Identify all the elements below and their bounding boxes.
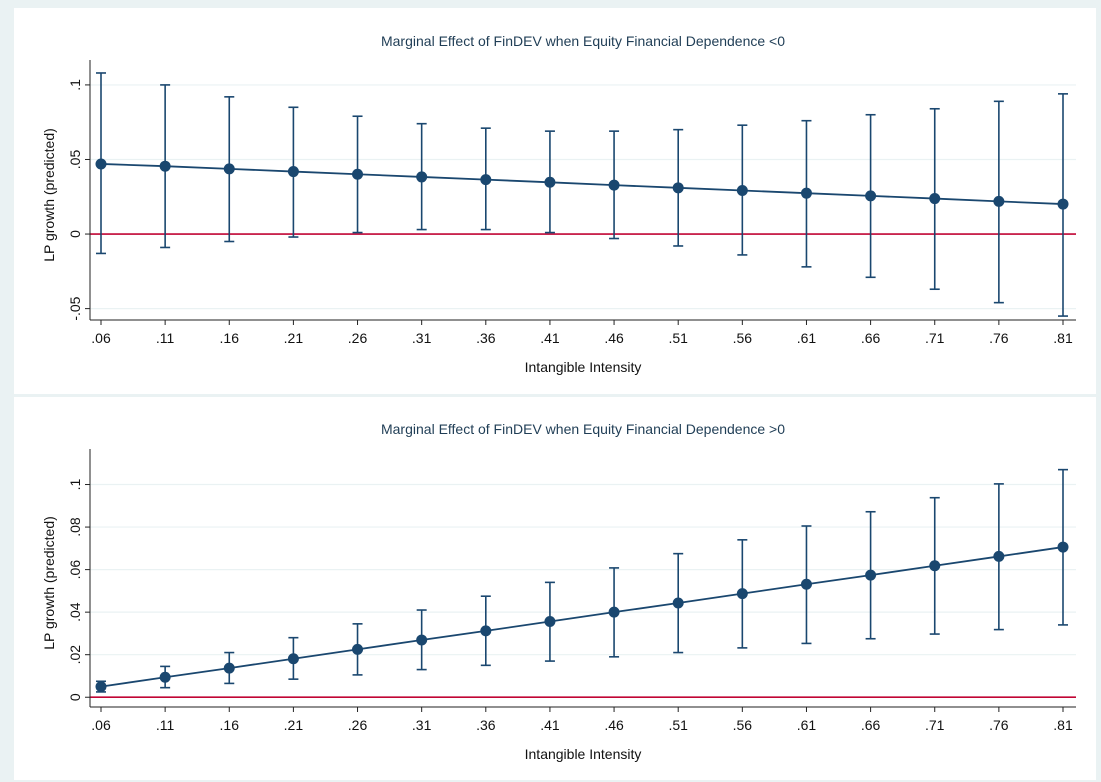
- data-point: [287, 653, 299, 665]
- y-tick-label: .08: [67, 517, 83, 537]
- data-point: [865, 569, 877, 581]
- x-tick-label: .76: [989, 330, 1009, 346]
- data-point: [608, 606, 620, 618]
- x-tick-label: .41: [540, 330, 560, 346]
- data-point: [993, 550, 1005, 562]
- data-point: [544, 616, 556, 628]
- x-tick-label: .11: [156, 717, 175, 733]
- data-point: [287, 166, 299, 178]
- x-tick-label: .61: [797, 717, 817, 733]
- x-tick-label: .41: [540, 717, 560, 733]
- x-tick-label: .31: [412, 330, 432, 346]
- data-point: [159, 671, 171, 683]
- data-point: [736, 588, 748, 600]
- data-point: [223, 163, 235, 175]
- y-axis-label: LP growth (predicted): [41, 516, 57, 650]
- x-tick-label: .71: [925, 330, 945, 346]
- x-tick-label: .51: [668, 717, 688, 733]
- data-point: [865, 190, 877, 202]
- chart-title: Marginal Effect of FinDEV when Equity Fi…: [381, 421, 785, 437]
- data-point: [929, 560, 941, 572]
- data-point: [800, 578, 812, 590]
- series-line: [100, 546, 1064, 688]
- data-point: [416, 171, 428, 183]
- data-point: [95, 681, 107, 693]
- chart-title: Marginal Effect of FinDEV when Equity Fi…: [381, 33, 785, 49]
- data-point: [159, 160, 171, 172]
- x-tick-label: .71: [925, 717, 945, 733]
- data-point: [416, 634, 428, 646]
- data-point: [1057, 198, 1069, 210]
- x-tick-label: .21: [284, 330, 304, 346]
- data-point: [223, 662, 235, 674]
- x-tick-label: .36: [476, 330, 496, 346]
- data-point: [672, 182, 684, 194]
- data-point: [544, 176, 556, 188]
- data-point: [480, 174, 492, 186]
- data-point: [736, 184, 748, 196]
- x-tick-label: .56: [733, 717, 753, 733]
- x-tick-label: .56: [733, 330, 753, 346]
- series-line: [100, 163, 1064, 205]
- y-tick-label: 0: [67, 230, 83, 238]
- x-tick-label: .26: [348, 330, 368, 346]
- x-tick-label: .46: [604, 717, 624, 733]
- x-tick-label: .16: [220, 717, 240, 733]
- x-tick-label: .61: [797, 330, 817, 346]
- x-tick-label: .11: [156, 330, 175, 346]
- x-tick-label: .06: [91, 717, 111, 733]
- x-axis-label: Intangible Intensity: [525, 746, 642, 762]
- y-tick-label: .04: [67, 602, 83, 622]
- y-tick-label: 0: [67, 693, 83, 701]
- data-point: [352, 168, 364, 180]
- y-tick-label: .1: [67, 79, 83, 91]
- data-point: [800, 187, 812, 199]
- x-tick-label: .76: [989, 717, 1009, 733]
- x-tick-label: .31: [412, 717, 432, 733]
- chart-panel-equity-dependence-negative: Marginal Effect of FinDEV when Equity Fi…: [14, 8, 1096, 394]
- x-tick-label: .81: [1053, 717, 1073, 733]
- data-point: [993, 195, 1005, 207]
- x-tick-label: .16: [220, 330, 240, 346]
- x-tick-label: .46: [604, 330, 624, 346]
- y-axis-label: LP growth (predicted): [41, 128, 57, 262]
- y-tick-label: .06: [67, 560, 83, 580]
- x-tick-label: .51: [668, 330, 688, 346]
- chart-panel-equity-dependence-positive: Marginal Effect of FinDEV when Equity Fi…: [14, 397, 1096, 780]
- x-axis-label: Intangible Intensity: [525, 359, 642, 375]
- chart-bottom: Marginal Effect of FinDEV when Equity Fi…: [41, 421, 1076, 762]
- data-point: [672, 597, 684, 609]
- x-tick-label: .81: [1053, 330, 1073, 346]
- data-point: [929, 193, 941, 205]
- x-tick-label: .36: [476, 717, 496, 733]
- data-point: [1057, 541, 1069, 553]
- y-tick-label: -.05: [67, 296, 83, 320]
- data-point: [95, 158, 107, 170]
- y-tick-label: .02: [67, 645, 83, 665]
- y-tick-label: .1: [67, 478, 83, 490]
- y-tick-label: .05: [67, 150, 83, 170]
- x-tick-label: .66: [861, 330, 881, 346]
- data-point: [352, 643, 364, 655]
- x-tick-label: .06: [91, 330, 111, 346]
- x-tick-label: .26: [348, 717, 368, 733]
- chart-top: Marginal Effect of FinDEV when Equity Fi…: [41, 33, 1076, 375]
- x-tick-label: .66: [861, 717, 881, 733]
- data-point: [608, 179, 620, 191]
- data-point: [480, 625, 492, 637]
- x-tick-label: .21: [284, 717, 304, 733]
